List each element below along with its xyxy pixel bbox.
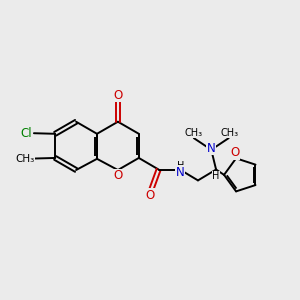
Text: O: O bbox=[113, 89, 122, 102]
Text: O: O bbox=[145, 189, 154, 202]
Text: N: N bbox=[207, 142, 216, 155]
Text: Cl: Cl bbox=[20, 127, 32, 140]
Text: CH₃: CH₃ bbox=[184, 128, 202, 138]
Text: O: O bbox=[113, 169, 122, 182]
Text: CH₃: CH₃ bbox=[15, 154, 34, 164]
Text: O: O bbox=[230, 146, 239, 159]
Text: H: H bbox=[212, 171, 220, 181]
Text: H: H bbox=[177, 161, 184, 171]
Text: CH₃: CH₃ bbox=[220, 128, 238, 138]
Text: N: N bbox=[176, 166, 185, 179]
